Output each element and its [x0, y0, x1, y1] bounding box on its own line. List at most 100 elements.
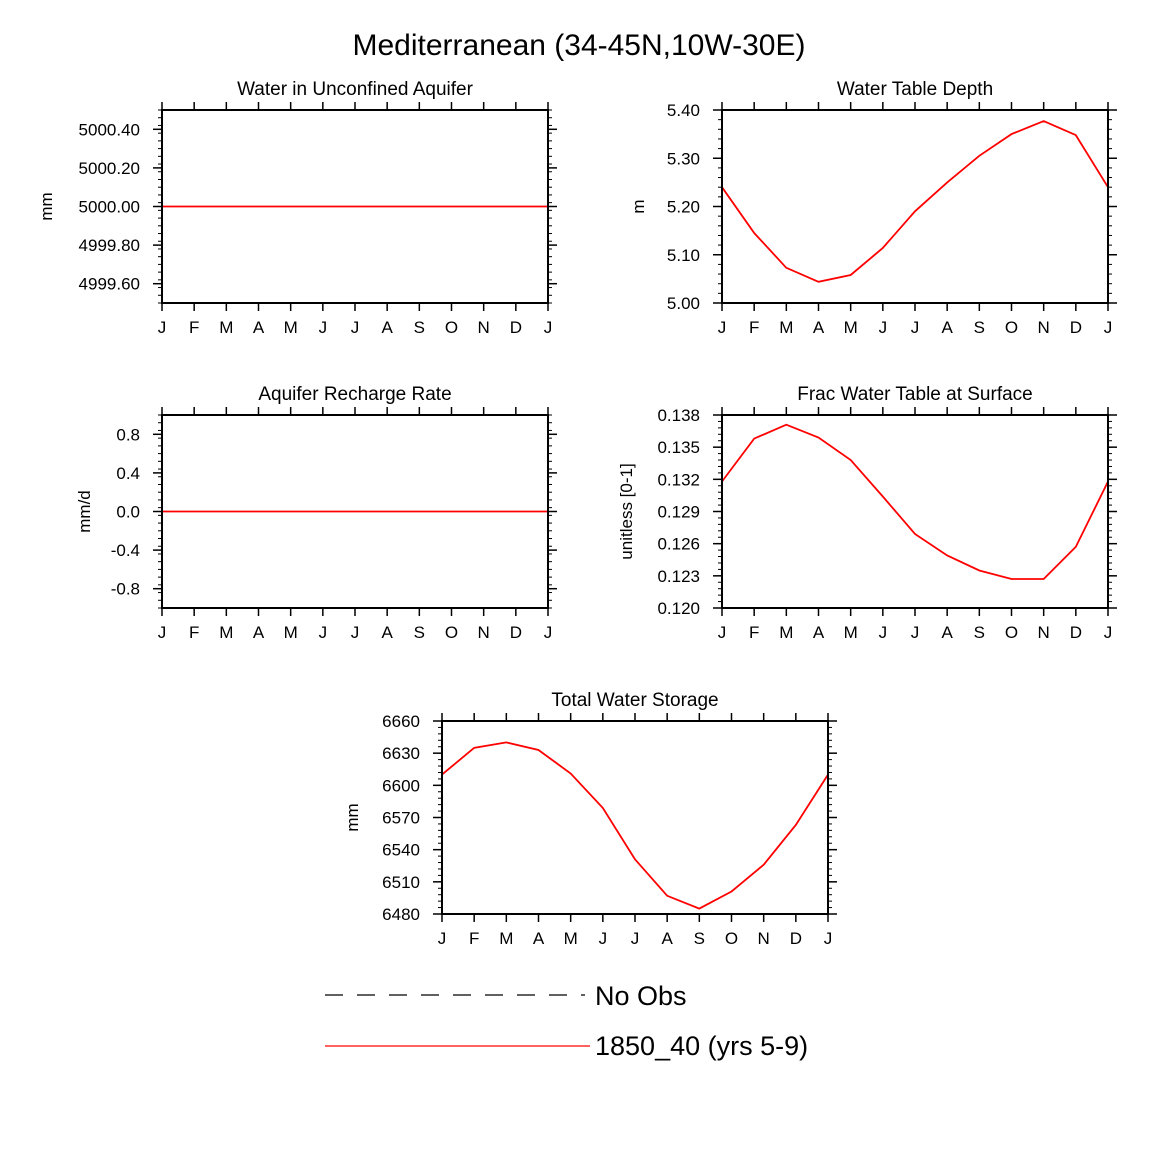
series-line	[441, 741, 829, 910]
x-tick-label: J	[879, 318, 888, 337]
panel-4: Frac Water Table at Surface unitless [0-1…	[617, 384, 1117, 642]
y-axis-label: mm	[37, 192, 56, 220]
x-tick-label: F	[469, 929, 479, 948]
x-tick-label: J	[911, 318, 920, 337]
x-tick-label: M	[499, 929, 513, 948]
x-tick-label: F	[189, 623, 199, 642]
x-tick-label: J	[718, 623, 727, 642]
x-tick-label: A	[381, 318, 393, 337]
x-tick-label: J	[911, 623, 920, 642]
x-tick-label: S	[414, 318, 425, 337]
x-tick-label: J	[544, 623, 553, 642]
x-tick-label: M	[219, 623, 233, 642]
y-tick-label: 0.4	[116, 464, 140, 483]
x-tick-label: J	[351, 623, 360, 642]
x-tick-label: M	[219, 318, 233, 337]
x-tick-label: N	[478, 318, 490, 337]
y-axis-label: m	[629, 199, 648, 213]
y-tick-label: 6480	[382, 905, 420, 924]
y-tick-label: 0.135	[657, 438, 700, 457]
y-tick-label: 0.8	[116, 425, 140, 444]
legend: No Obs 1850_40 (yrs 5-9)	[325, 981, 808, 1061]
y-tick-label: 6540	[382, 841, 420, 860]
x-tick-label: M	[284, 623, 298, 642]
y-tick-label: 6630	[382, 744, 420, 763]
y-tick-label: 5000.00	[79, 198, 140, 217]
y-tick-label: -0.4	[111, 541, 140, 560]
x-tick-label: A	[813, 318, 825, 337]
x-tick-label: F	[189, 318, 199, 337]
x-tick-label: A	[253, 623, 265, 642]
legend-label-obs: No Obs	[595, 981, 687, 1011]
y-tick-label: 0.138	[657, 406, 700, 425]
x-tick-label: J	[631, 929, 640, 948]
y-tick-label: 6570	[382, 809, 420, 828]
x-tick-label: S	[974, 623, 985, 642]
y-tick-label: 6510	[382, 873, 420, 892]
x-tick-label: N	[1038, 623, 1050, 642]
x-tick-label: D	[510, 623, 522, 642]
x-tick-label: J	[879, 623, 888, 642]
x-tick-label: A	[253, 318, 265, 337]
x-tick-label: O	[1005, 623, 1018, 642]
panel-title: Water in Unconfined Aquifer	[237, 79, 474, 100]
series-line	[721, 423, 1109, 580]
panel-title: Aquifer Recharge Rate	[258, 384, 451, 405]
x-tick-label: D	[1070, 623, 1082, 642]
x-tick-label: J	[1104, 318, 1113, 337]
panel-title: Frac Water Table at Surface	[797, 384, 1033, 405]
y-tick-label: 0.129	[657, 503, 700, 522]
y-tick-label: 5.30	[667, 149, 700, 168]
y-tick-label: 0.120	[657, 599, 700, 618]
x-tick-label: M	[564, 929, 578, 948]
y-tick-label: 6660	[382, 712, 420, 731]
figure-title: Mediterranean (34-45N,10W-30E)	[352, 29, 805, 62]
x-tick-label: M	[284, 318, 298, 337]
x-tick-label: D	[510, 318, 522, 337]
plot-frame	[441, 720, 829, 915]
x-tick-label: D	[1070, 318, 1082, 337]
y-tick-label: 4999.60	[79, 275, 140, 294]
x-tick-label: J	[158, 318, 167, 337]
x-tick-label: D	[790, 929, 802, 948]
x-tick-label: N	[1038, 318, 1050, 337]
x-tick-label: J	[438, 929, 447, 948]
legend-label-model: 1850_40 (yrs 5-9)	[595, 1031, 808, 1061]
plot-frame	[161, 109, 549, 304]
x-tick-label: J	[319, 318, 328, 337]
panel-title: Water Table Depth	[837, 79, 993, 100]
x-tick-label: A	[661, 929, 673, 948]
x-tick-label: O	[1005, 318, 1018, 337]
x-tick-label: J	[1104, 623, 1113, 642]
plot-frame	[721, 109, 1109, 304]
x-tick-label: J	[158, 623, 167, 642]
y-tick-label: 5000.20	[79, 159, 140, 178]
x-tick-label: N	[478, 623, 490, 642]
y-tick-label: 4999.80	[79, 236, 140, 255]
x-tick-label: A	[813, 623, 825, 642]
y-axis-label: mm/d	[75, 490, 94, 533]
x-tick-label: A	[381, 623, 393, 642]
x-tick-label: O	[725, 929, 738, 948]
x-tick-label: O	[445, 318, 458, 337]
x-tick-label: J	[718, 318, 727, 337]
x-tick-label: A	[941, 623, 953, 642]
y-tick-label: 6600	[382, 776, 420, 795]
plot-frame	[721, 414, 1109, 609]
series-line	[721, 120, 1109, 283]
y-axis-label: mm	[343, 803, 362, 831]
x-tick-label: J	[824, 929, 833, 948]
x-tick-label: M	[779, 623, 793, 642]
x-tick-label: M	[844, 318, 858, 337]
x-tick-label: J	[351, 318, 360, 337]
y-tick-label: 0.0	[116, 503, 140, 522]
x-tick-label: J	[544, 318, 553, 337]
y-tick-label: 5.00	[667, 294, 700, 313]
x-tick-label: A	[533, 929, 545, 948]
x-tick-label: M	[844, 623, 858, 642]
